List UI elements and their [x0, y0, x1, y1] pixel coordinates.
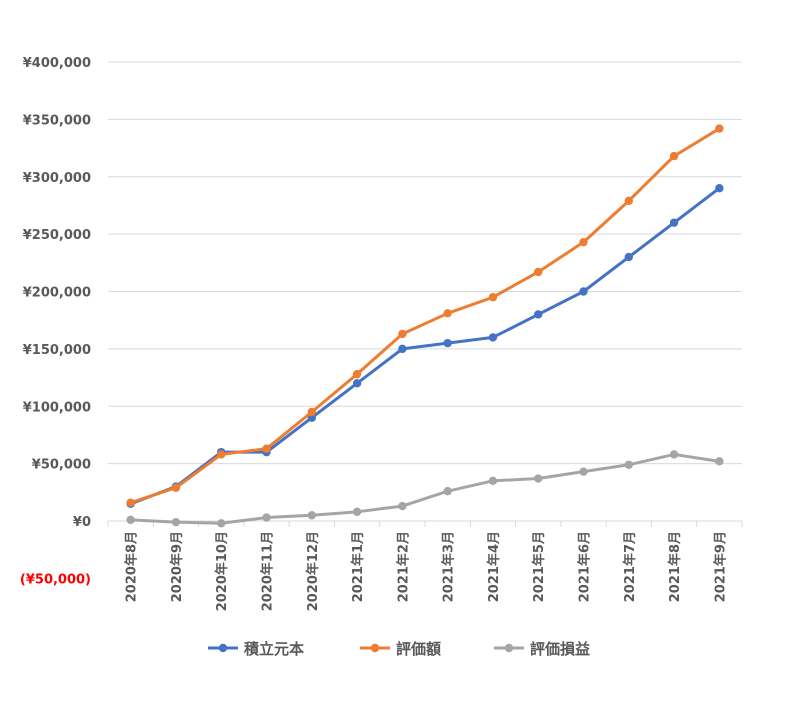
data-point	[715, 457, 724, 466]
data-point	[171, 517, 181, 527]
legend-item: 評価損益	[494, 640, 590, 658]
data-point	[126, 515, 135, 525]
legend-label: 積立元本	[243, 640, 304, 658]
series-2	[126, 124, 724, 507]
data-point	[443, 486, 452, 496]
legend-swatch-marker	[218, 643, 228, 653]
y-tick-label: ¥100,000	[23, 400, 91, 415]
legend: 積立元本 評価額 評価損益	[208, 640, 590, 658]
series-3	[126, 450, 724, 528]
data-point	[352, 507, 362, 517]
data-point	[715, 184, 724, 193]
y-tick-label: ¥300,000	[23, 171, 91, 186]
y-tick-label: ¥150,000	[23, 343, 91, 358]
data-point	[669, 450, 679, 459]
x-tick-label: 2021年3月	[441, 531, 457, 602]
legend-label: 評価損益	[530, 640, 590, 658]
data-point	[217, 450, 226, 459]
data-point	[307, 511, 316, 520]
series-line	[129, 127, 721, 505]
y-tick-label: ¥350,000	[23, 113, 91, 128]
x-tick-label: 2020年8月	[124, 531, 140, 602]
legend-swatch-marker	[370, 643, 380, 653]
series-lines	[126, 124, 724, 528]
x-tick-label: 2020年10月	[214, 531, 230, 611]
x-tick-label: 2020年11月	[260, 531, 276, 611]
data-point	[579, 237, 588, 247]
x-tick-label: 2021年2月	[395, 531, 411, 602]
data-point	[352, 369, 362, 379]
x-tick-label: 2021年7月	[622, 531, 638, 602]
data-point	[669, 218, 679, 227]
axes: ¥400,000 ¥350,000 ¥300,000 ¥250,000 ¥200,000…	[20, 56, 743, 611]
data-point	[624, 252, 633, 262]
x-tick-label: 2021年9月	[712, 531, 728, 602]
data-point	[534, 310, 543, 319]
data-point	[126, 498, 135, 507]
y-tick-label: ¥50,000	[32, 458, 91, 473]
x-tick-label: 2021年8月	[667, 531, 683, 602]
y-tick-label: ¥400,000	[23, 56, 91, 71]
x-tick-label: 2021年5月	[531, 531, 547, 602]
data-point	[262, 444, 271, 453]
data-point	[534, 474, 543, 483]
data-point	[579, 287, 588, 296]
data-point	[307, 407, 316, 417]
data-point	[624, 460, 633, 469]
x-tick-label: 2020年12月	[305, 531, 321, 611]
y-tick-label: ¥200,000	[23, 286, 91, 301]
data-point	[171, 483, 181, 492]
data-point	[715, 124, 724, 133]
x-tick-label: 2021年6月	[577, 531, 593, 602]
legend-item: 評価額	[360, 640, 441, 658]
data-point	[352, 379, 362, 388]
legend-label: 評価額	[396, 640, 441, 658]
x-tick-label: 2020年9月	[169, 531, 185, 602]
data-point	[488, 293, 498, 302]
data-point	[534, 267, 543, 277]
data-point	[488, 333, 498, 342]
data-point	[488, 476, 498, 486]
data-point	[307, 413, 316, 422]
gridlines	[108, 61, 742, 465]
y-tick-label: (¥50,000)	[20, 572, 91, 587]
data-point	[443, 309, 452, 318]
data-point	[398, 329, 407, 339]
data-point	[398, 344, 407, 354]
legend-item: 積立元本	[208, 640, 304, 658]
data-point	[398, 501, 407, 511]
data-point	[624, 196, 633, 206]
x-tick-label: 2021年4月	[486, 531, 502, 602]
data-point	[217, 519, 226, 528]
legend-swatch-marker	[504, 643, 514, 653]
y-tick-label: ¥0	[73, 515, 91, 530]
y-tick-label: ¥250,000	[23, 228, 91, 243]
data-point	[443, 338, 452, 348]
data-point	[579, 467, 588, 476]
series-line	[129, 452, 721, 525]
x-tick-label: 2021年1月	[350, 531, 366, 602]
data-point	[262, 513, 271, 522]
data-point	[669, 151, 679, 161]
